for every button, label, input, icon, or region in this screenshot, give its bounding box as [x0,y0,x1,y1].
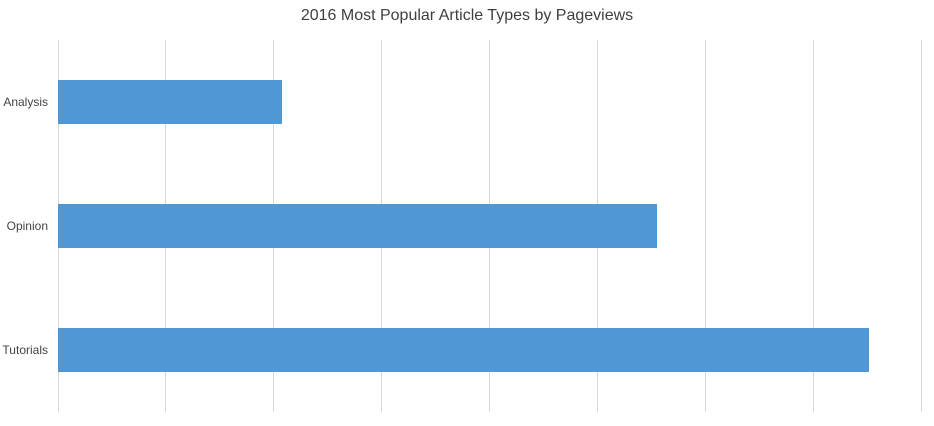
plot-area [57,40,922,412]
category-label-opinion: Opinion [6,219,48,233]
category-label-analysis: Analysis [3,95,48,109]
gridline [812,40,814,412]
category-label-tutorials: Tutorials [2,343,48,357]
gridline [704,40,706,412]
chart-title: 2016 Most Popular Article Types by Pagev… [300,7,634,24]
bar-opinion [58,204,657,248]
bar-analysis [58,80,283,124]
gridline [920,40,922,412]
bar-tutorials [58,328,870,372]
